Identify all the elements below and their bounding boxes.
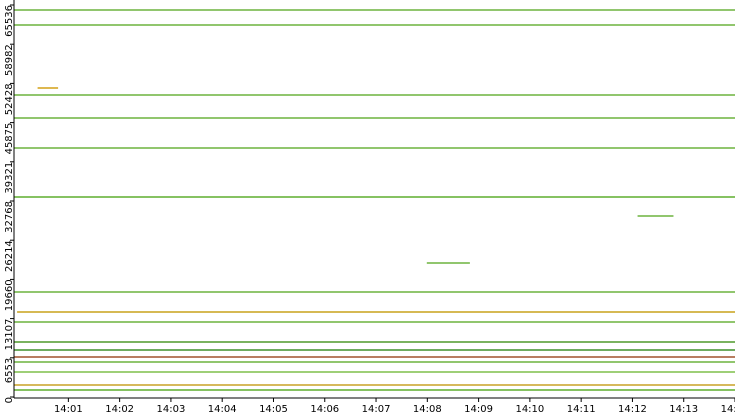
x-tick-label: 14:05 bbox=[259, 404, 288, 415]
x-tick-label: 14:12 bbox=[618, 404, 647, 415]
y-tick-label: 32768 bbox=[4, 201, 15, 233]
x-tick-label: 14:03 bbox=[157, 404, 186, 415]
y-tick-label: 13107 bbox=[4, 319, 15, 351]
y-tick-label: 65536 bbox=[4, 5, 15, 37]
x-tick-label: 14:06 bbox=[310, 404, 339, 415]
x-tick-label: 14:02 bbox=[105, 404, 134, 415]
x-tick-label: 14:13 bbox=[669, 404, 698, 415]
y-tick-label: 26214 bbox=[4, 240, 15, 272]
y-tick-label: 52428 bbox=[4, 83, 15, 115]
y-tick-label: 19660 bbox=[4, 279, 15, 311]
x-tick-label: 14:09 bbox=[464, 404, 493, 415]
x-tick-label: 14:10 bbox=[515, 404, 544, 415]
x-tick-label: 14:14 bbox=[721, 404, 735, 415]
x-tick-label: 14:04 bbox=[208, 404, 237, 415]
y-tick-label: 0 bbox=[4, 397, 15, 403]
x-tick-label: 14:01 bbox=[54, 404, 83, 415]
y-tick-label: 6553 bbox=[4, 358, 15, 383]
x-tick-label: 14:08 bbox=[413, 404, 442, 415]
y-tick-label: 58982 bbox=[4, 44, 15, 76]
x-tick-label: 14:11 bbox=[567, 404, 596, 415]
y-tick-label: 45875 bbox=[4, 123, 15, 155]
x-tick-label: 14:07 bbox=[362, 404, 391, 415]
y-tick-label: 39321 bbox=[4, 162, 15, 194]
